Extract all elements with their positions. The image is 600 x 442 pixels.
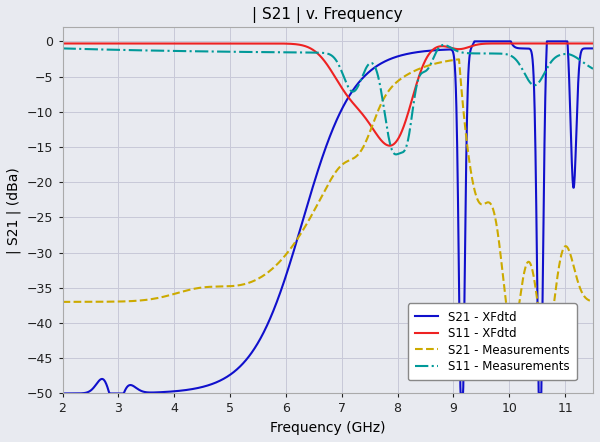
S11 - Measurements <box>86 46 93 52</box>
S21 - Measurements <box>542 342 550 347</box>
S11 - XFdtd <box>589 41 596 46</box>
S21 - Measurements <box>317 196 324 202</box>
S21 - Measurements <box>59 299 66 305</box>
S11 - Measurements <box>317 50 324 55</box>
S21 - XFdtd <box>477 39 484 44</box>
Legend: S21 - XFdtd, S11 - XFdtd, S21 - Measurements, S11 - Measurements: S21 - XFdtd, S11 - XFdtd, S21 - Measurem… <box>407 304 577 380</box>
S11 - XFdtd <box>574 41 581 46</box>
S21 - XFdtd <box>303 205 310 210</box>
S21 - XFdtd <box>471 39 478 44</box>
S21 - Measurements <box>477 201 484 206</box>
Y-axis label: | S21 | (dBa): | S21 | (dBa) <box>7 167 22 254</box>
Line: S11 - XFdtd: S11 - XFdtd <box>62 43 593 146</box>
S11 - Measurements <box>392 152 400 157</box>
S11 - XFdtd <box>386 143 394 149</box>
S21 - XFdtd <box>106 391 113 396</box>
S11 - XFdtd <box>59 41 66 46</box>
S21 - XFdtd <box>59 391 66 396</box>
S21 - Measurements <box>575 280 582 286</box>
Line: S11 - Measurements: S11 - Measurements <box>62 45 593 154</box>
S11 - Measurements <box>589 66 596 72</box>
S11 - XFdtd <box>574 41 581 46</box>
S21 - Measurements <box>455 57 463 62</box>
S11 - Measurements <box>59 46 66 51</box>
S11 - Measurements <box>440 42 448 48</box>
S21 - Measurements <box>574 279 581 285</box>
S11 - XFdtd <box>86 41 93 46</box>
S21 - Measurements <box>589 299 596 304</box>
S11 - Measurements <box>477 51 484 56</box>
S11 - Measurements <box>303 50 310 55</box>
Line: S21 - Measurements: S21 - Measurements <box>62 59 593 344</box>
S21 - XFdtd <box>575 80 582 85</box>
S11 - Measurements <box>575 56 582 61</box>
Line: S21 - XFdtd: S21 - XFdtd <box>62 42 593 393</box>
S21 - XFdtd <box>589 46 596 51</box>
S11 - XFdtd <box>317 53 324 59</box>
S11 - Measurements <box>574 56 581 61</box>
S21 - XFdtd <box>317 159 325 164</box>
X-axis label: Frequency (GHz): Frequency (GHz) <box>270 421 386 435</box>
S11 - XFdtd <box>477 42 484 47</box>
S21 - XFdtd <box>86 389 93 394</box>
S21 - XFdtd <box>574 86 581 91</box>
S11 - XFdtd <box>303 44 310 49</box>
S21 - Measurements <box>303 222 310 227</box>
S21 - Measurements <box>86 299 93 305</box>
Title: | S21 | v. Frequency: | S21 | v. Frequency <box>253 7 403 23</box>
